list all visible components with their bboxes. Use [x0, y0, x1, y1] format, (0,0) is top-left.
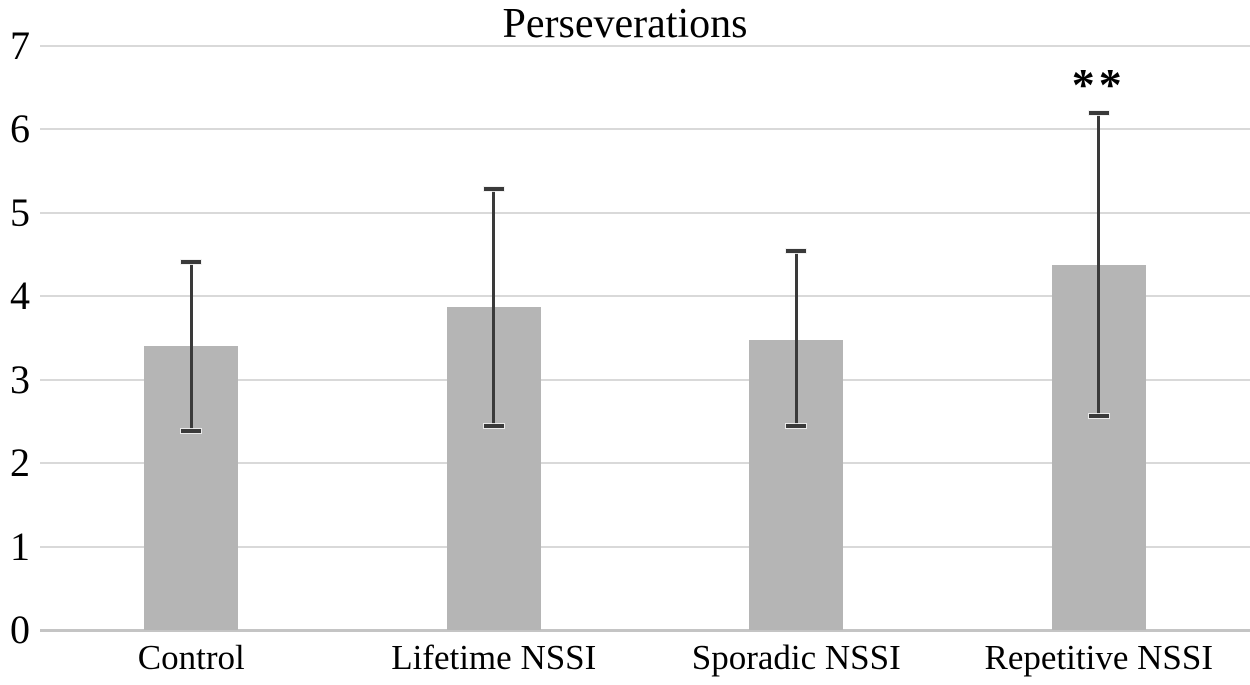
error-bar-top-cap [483, 187, 504, 192]
error-bar [189, 262, 193, 432]
y-axis-tick-label: 6 [10, 106, 30, 152]
x-axis-category-label: Repetitive NSSI [984, 638, 1213, 677]
gridline [40, 45, 1250, 47]
error-bar-top-cap [181, 260, 202, 265]
x-axis-category-label: Lifetime NSSI [391, 638, 597, 677]
error-bar-bottom-cap [483, 423, 504, 428]
x-axis-line [40, 628, 1250, 632]
error-bar [794, 251, 798, 426]
y-axis-tick-label: 4 [10, 273, 30, 319]
error-bar [492, 189, 496, 426]
gridline [40, 295, 1250, 298]
gridline [40, 378, 1250, 381]
y-axis-tick-label: 2 [10, 440, 30, 486]
error-bar-bottom-cap [786, 423, 807, 428]
y-axis-tick-label: 5 [10, 189, 30, 235]
gridline [40, 545, 1250, 548]
y-axis-tick-label: 1 [10, 523, 30, 569]
significance-annotation: ** [1071, 59, 1126, 110]
error-bar [1097, 112, 1101, 416]
error-bar-top-cap [1088, 110, 1109, 115]
y-axis-tick-label: 0 [10, 607, 30, 652]
x-axis-category-label: Sporadic NSSI [691, 638, 901, 677]
gridline [40, 462, 1250, 465]
error-bar-top-cap [786, 249, 807, 254]
gridline [40, 128, 1250, 131]
y-axis-tick-label: 3 [10, 356, 30, 402]
error-bar-bottom-cap [181, 429, 202, 434]
chart-title: Perseverations [502, 1, 748, 47]
error-bar-bottom-cap [1088, 413, 1109, 418]
gridline [40, 211, 1250, 214]
y-axis-tick-label: 7 [10, 23, 30, 68]
x-axis-category-label: Control [137, 638, 245, 677]
